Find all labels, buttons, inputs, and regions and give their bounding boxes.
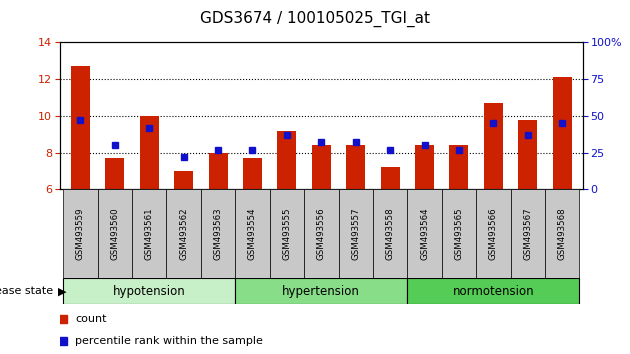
Bar — [105, 158, 124, 189]
Bar — [553, 78, 571, 189]
Bar — [63, 189, 98, 278]
Bar — [63, 278, 235, 304]
Bar — [510, 189, 545, 278]
Text: hypotension: hypotension — [113, 285, 186, 298]
Bar — [201, 189, 235, 278]
Bar — [98, 189, 132, 278]
Text: GSM493566: GSM493566 — [489, 207, 498, 260]
Text: GSM493554: GSM493554 — [248, 207, 257, 260]
Bar — [415, 145, 434, 189]
Bar — [476, 189, 510, 278]
Text: GSM493565: GSM493565 — [454, 207, 464, 260]
Text: disease state: disease state — [0, 286, 57, 296]
Bar — [166, 189, 201, 278]
Text: normotension: normotension — [452, 285, 534, 298]
Bar — [175, 171, 193, 189]
Text: GSM493558: GSM493558 — [386, 207, 394, 260]
Text: GSM493555: GSM493555 — [282, 207, 292, 260]
Text: GSM493564: GSM493564 — [420, 207, 429, 260]
Bar — [408, 189, 442, 278]
Bar — [304, 189, 338, 278]
Bar — [484, 103, 503, 189]
Bar — [235, 189, 270, 278]
Bar — [140, 116, 159, 189]
Bar — [545, 189, 580, 278]
Bar — [373, 189, 408, 278]
Text: ▶: ▶ — [58, 286, 66, 296]
Bar — [338, 189, 373, 278]
Text: GSM493562: GSM493562 — [179, 207, 188, 260]
Bar — [277, 131, 296, 189]
Text: count: count — [75, 314, 106, 324]
Text: GSM493561: GSM493561 — [145, 207, 154, 260]
Bar — [518, 120, 537, 189]
Text: GSM493556: GSM493556 — [317, 207, 326, 260]
Bar — [235, 278, 408, 304]
Bar — [71, 66, 90, 189]
Text: hypertension: hypertension — [282, 285, 360, 298]
Bar — [132, 189, 166, 278]
Bar — [408, 278, 580, 304]
Text: GSM493568: GSM493568 — [558, 207, 566, 260]
Bar — [346, 145, 365, 189]
Bar — [381, 167, 399, 189]
Bar — [449, 145, 468, 189]
Text: GSM493560: GSM493560 — [110, 207, 120, 260]
Text: GDS3674 / 100105025_TGI_at: GDS3674 / 100105025_TGI_at — [200, 11, 430, 27]
Bar — [442, 189, 476, 278]
Text: GSM493559: GSM493559 — [76, 207, 85, 260]
Text: percentile rank within the sample: percentile rank within the sample — [75, 336, 263, 346]
Bar — [312, 145, 331, 189]
Bar — [209, 153, 227, 189]
Bar — [243, 158, 262, 189]
Text: GSM493563: GSM493563 — [214, 207, 222, 260]
Bar — [270, 189, 304, 278]
Text: GSM493557: GSM493557 — [351, 207, 360, 260]
Text: GSM493567: GSM493567 — [523, 207, 532, 260]
